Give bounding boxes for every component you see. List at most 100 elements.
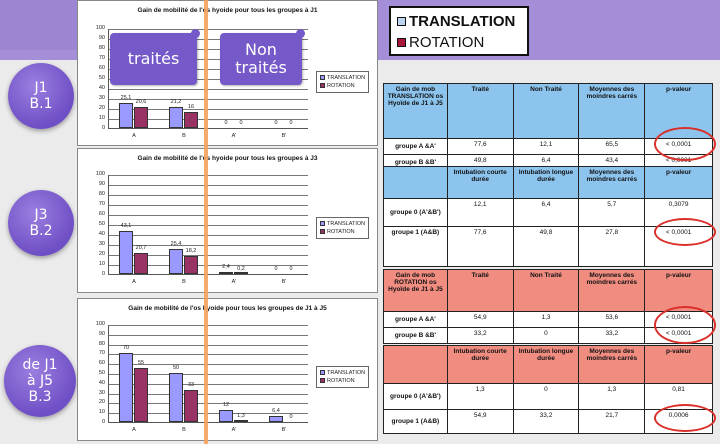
y-tick-label: 40 xyxy=(98,85,105,91)
purple-corner xyxy=(0,0,80,50)
header-cell: Intubation longue durée xyxy=(512,166,580,199)
gridline xyxy=(109,374,308,375)
bar-rotation xyxy=(134,107,148,128)
x-tick-label: B' xyxy=(281,427,287,433)
row-label: groupe A &A' xyxy=(383,311,448,328)
circle-line: B.2 xyxy=(29,223,53,239)
gridline xyxy=(109,109,308,110)
cell: 49,8 xyxy=(512,226,580,267)
circle-label-j1-j5: de J1 à J5 B.3 xyxy=(4,345,76,417)
bar-translation xyxy=(169,248,183,274)
chart-title: Gain de mobilité de l'os hyoide pour tou… xyxy=(137,155,318,162)
banner-treated: traités xyxy=(110,29,200,85)
table-translation-main: Gain de mob TRANSLATION os Hyoïde de J1 … xyxy=(383,83,713,171)
header-cell: Non Traité xyxy=(512,83,580,139)
row-label: groupe 0 (A'&B') xyxy=(383,198,448,227)
chart-legend: TRANSLATION ROTATION xyxy=(316,366,370,388)
translation-swatch-icon xyxy=(320,75,325,81)
header-cell: Moyennes des moindres carrés xyxy=(578,345,646,384)
circle-label-j3: J3 B.2 xyxy=(8,190,74,256)
y-tick-label: 70 xyxy=(98,350,105,357)
y-tick-label: 100 xyxy=(95,321,105,327)
circle-label-j1: J1 B.1 xyxy=(8,63,74,129)
legend-label: TRANSLATION xyxy=(327,75,366,81)
legend-item-translation: TRANSLATION xyxy=(320,74,365,82)
table-header-row: Intubation courte durée Intubation longu… xyxy=(383,345,713,384)
x-tick-label: A xyxy=(132,427,136,433)
gridline xyxy=(109,413,308,415)
gridline xyxy=(109,89,308,90)
y-tick-label: 40 xyxy=(98,379,105,386)
gridline xyxy=(109,119,308,120)
bar-value-label: 0 xyxy=(274,120,278,126)
y-tick-label: 50 xyxy=(98,370,105,376)
translation-swatch-icon xyxy=(320,370,325,376)
header-cell: p-valeur xyxy=(644,345,713,384)
bar-translation xyxy=(119,230,133,274)
y-tick-label: 100 xyxy=(95,25,105,31)
legend-label: TRANSLATION xyxy=(409,13,516,30)
y-tick-label: 80 xyxy=(98,45,105,51)
legend-item-rotation: ROTATION xyxy=(320,377,365,385)
y-tick-label: 20 xyxy=(98,251,105,257)
y-tick-label: 10 xyxy=(98,115,105,121)
table-row: groupe 0 (A'&B') 12,1 6,4 5,7 0,3079 xyxy=(383,198,713,227)
legend-label: ROTATION xyxy=(327,229,355,235)
cell: 6,4 xyxy=(512,198,580,227)
legend-item-rotation: ROTATION xyxy=(320,228,365,236)
bar-value-label: 25,1 xyxy=(120,94,132,101)
bar-value-label: 0 xyxy=(274,266,278,272)
gridline xyxy=(109,364,308,366)
rotation-swatch-icon xyxy=(320,378,325,384)
header-cell: p-valeur xyxy=(644,269,713,312)
chart-j1-j5: Gain de mobilité de l'os hyoide pour tou… xyxy=(77,298,378,441)
bar-value-label: 0 xyxy=(239,120,243,126)
bar-value-label: 0 xyxy=(224,120,228,126)
cell: 0 xyxy=(512,383,580,410)
x-tick-label: B xyxy=(182,133,186,139)
gridline xyxy=(109,344,308,346)
rotation-swatch-icon xyxy=(320,83,325,89)
gridline xyxy=(109,205,308,206)
y-tick-label: 90 xyxy=(98,35,105,41)
gridline xyxy=(109,235,308,236)
circle-line: à J5 xyxy=(26,373,54,389)
cell: 5,7 xyxy=(578,198,646,227)
bar-value-label: 33 xyxy=(187,381,195,388)
cell: 65,5 xyxy=(578,138,646,155)
cell: 54,9 xyxy=(446,409,514,434)
y-tick-label: 50 xyxy=(98,221,105,227)
highlight-ellipse xyxy=(654,127,716,161)
x-tick-label: A xyxy=(132,279,136,285)
y-tick-label: 100 xyxy=(95,171,105,177)
header-cell: Moyennes des moindres carrés xyxy=(578,166,646,199)
bar-translation xyxy=(119,353,133,422)
header-cell: Intubation longue durée xyxy=(512,345,580,384)
bar-rotation xyxy=(184,255,198,274)
table-header-row: Intubation courte durée Intubation longu… xyxy=(383,166,713,199)
bar-value-label: 55 xyxy=(137,360,145,367)
table-header-row: Gain de mob TRANSLATION os Hyoïde de J1 … xyxy=(383,83,713,139)
bar-value-label: 6,4 xyxy=(272,407,280,414)
cell: 27,8 xyxy=(578,226,646,267)
bar-translation xyxy=(269,415,283,422)
gridline xyxy=(109,245,308,246)
highlight-ellipse xyxy=(654,404,716,432)
gridline xyxy=(109,383,308,385)
y-tick-label: 60 xyxy=(98,65,105,71)
table-translation-intubation: Intubation courte durée Intubation longu… xyxy=(383,166,713,267)
header-cell: p-valeur xyxy=(644,166,713,199)
y-tick-label: 20 xyxy=(98,399,105,406)
x-tick-label: A' xyxy=(231,279,237,285)
bar-rotation xyxy=(134,253,148,274)
legend-label: ROTATION xyxy=(327,83,355,89)
y-tick-label: 30 xyxy=(98,389,105,396)
banner-text: traités xyxy=(127,49,180,68)
bar-rotation xyxy=(134,368,148,422)
banner-text: Non xyxy=(245,40,277,59)
y-tick-label: 50 xyxy=(98,75,105,81)
y-tick-label: 0 xyxy=(101,271,105,277)
legend-label: ROTATION xyxy=(409,34,485,51)
bar-translation xyxy=(119,102,133,128)
row-label: groupe B &B' xyxy=(383,327,448,344)
